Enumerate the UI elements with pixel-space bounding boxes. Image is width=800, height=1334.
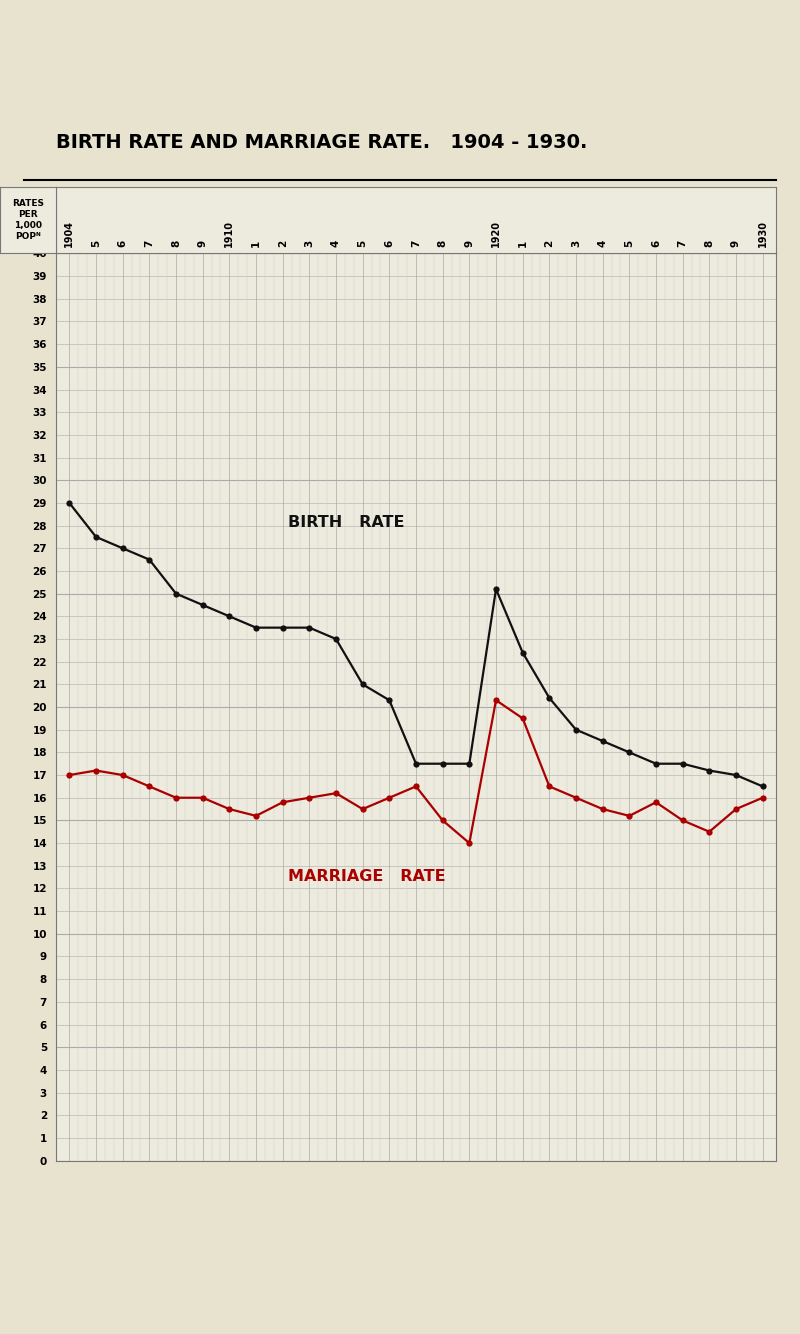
Text: RATES
PER
1,000
POPᴺ: RATES PER 1,000 POPᴺ bbox=[12, 199, 44, 241]
Text: 6: 6 bbox=[384, 240, 394, 247]
Text: MARRIAGE   RATE: MARRIAGE RATE bbox=[288, 868, 446, 884]
Text: 8: 8 bbox=[438, 240, 448, 247]
Text: BIRTH RATE AND MARRIAGE RATE.   1904 - 1930.: BIRTH RATE AND MARRIAGE RATE. 1904 - 193… bbox=[56, 133, 587, 152]
Text: 9: 9 bbox=[464, 240, 474, 247]
Text: 8: 8 bbox=[704, 240, 714, 247]
Text: 5: 5 bbox=[91, 240, 101, 247]
Text: 6: 6 bbox=[651, 240, 661, 247]
Text: 2: 2 bbox=[544, 240, 554, 247]
Text: 5: 5 bbox=[358, 240, 368, 247]
Text: 7: 7 bbox=[678, 239, 688, 247]
Text: 9: 9 bbox=[198, 240, 208, 247]
Text: 6: 6 bbox=[118, 240, 128, 247]
Text: 3: 3 bbox=[571, 240, 581, 247]
Text: 1: 1 bbox=[518, 240, 528, 247]
Text: 2: 2 bbox=[278, 240, 288, 247]
Text: 4: 4 bbox=[598, 239, 608, 247]
Text: 9: 9 bbox=[731, 240, 741, 247]
Text: 7: 7 bbox=[411, 239, 421, 247]
Text: 1: 1 bbox=[251, 240, 261, 247]
Text: BIRTH   RATE: BIRTH RATE bbox=[288, 515, 405, 530]
Text: 7: 7 bbox=[144, 239, 154, 247]
Text: 1930: 1930 bbox=[758, 220, 768, 247]
Text: 8: 8 bbox=[171, 240, 181, 247]
Text: 1904: 1904 bbox=[64, 220, 74, 247]
Text: 3: 3 bbox=[304, 240, 314, 247]
Text: 4: 4 bbox=[331, 239, 341, 247]
Text: 1910: 1910 bbox=[224, 220, 234, 247]
Text: 1920: 1920 bbox=[491, 220, 501, 247]
Text: 5: 5 bbox=[624, 240, 634, 247]
